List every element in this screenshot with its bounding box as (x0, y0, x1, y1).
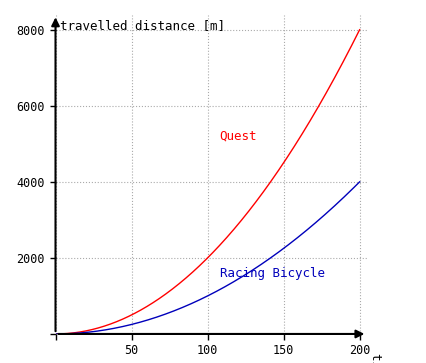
Text: travelled distance [m]: travelled distance [m] (60, 19, 225, 32)
Text: Racing Bicycle: Racing Bicycle (219, 267, 324, 280)
Text: time [s]: time [s] (369, 353, 383, 363)
Text: Quest: Quest (219, 130, 256, 143)
